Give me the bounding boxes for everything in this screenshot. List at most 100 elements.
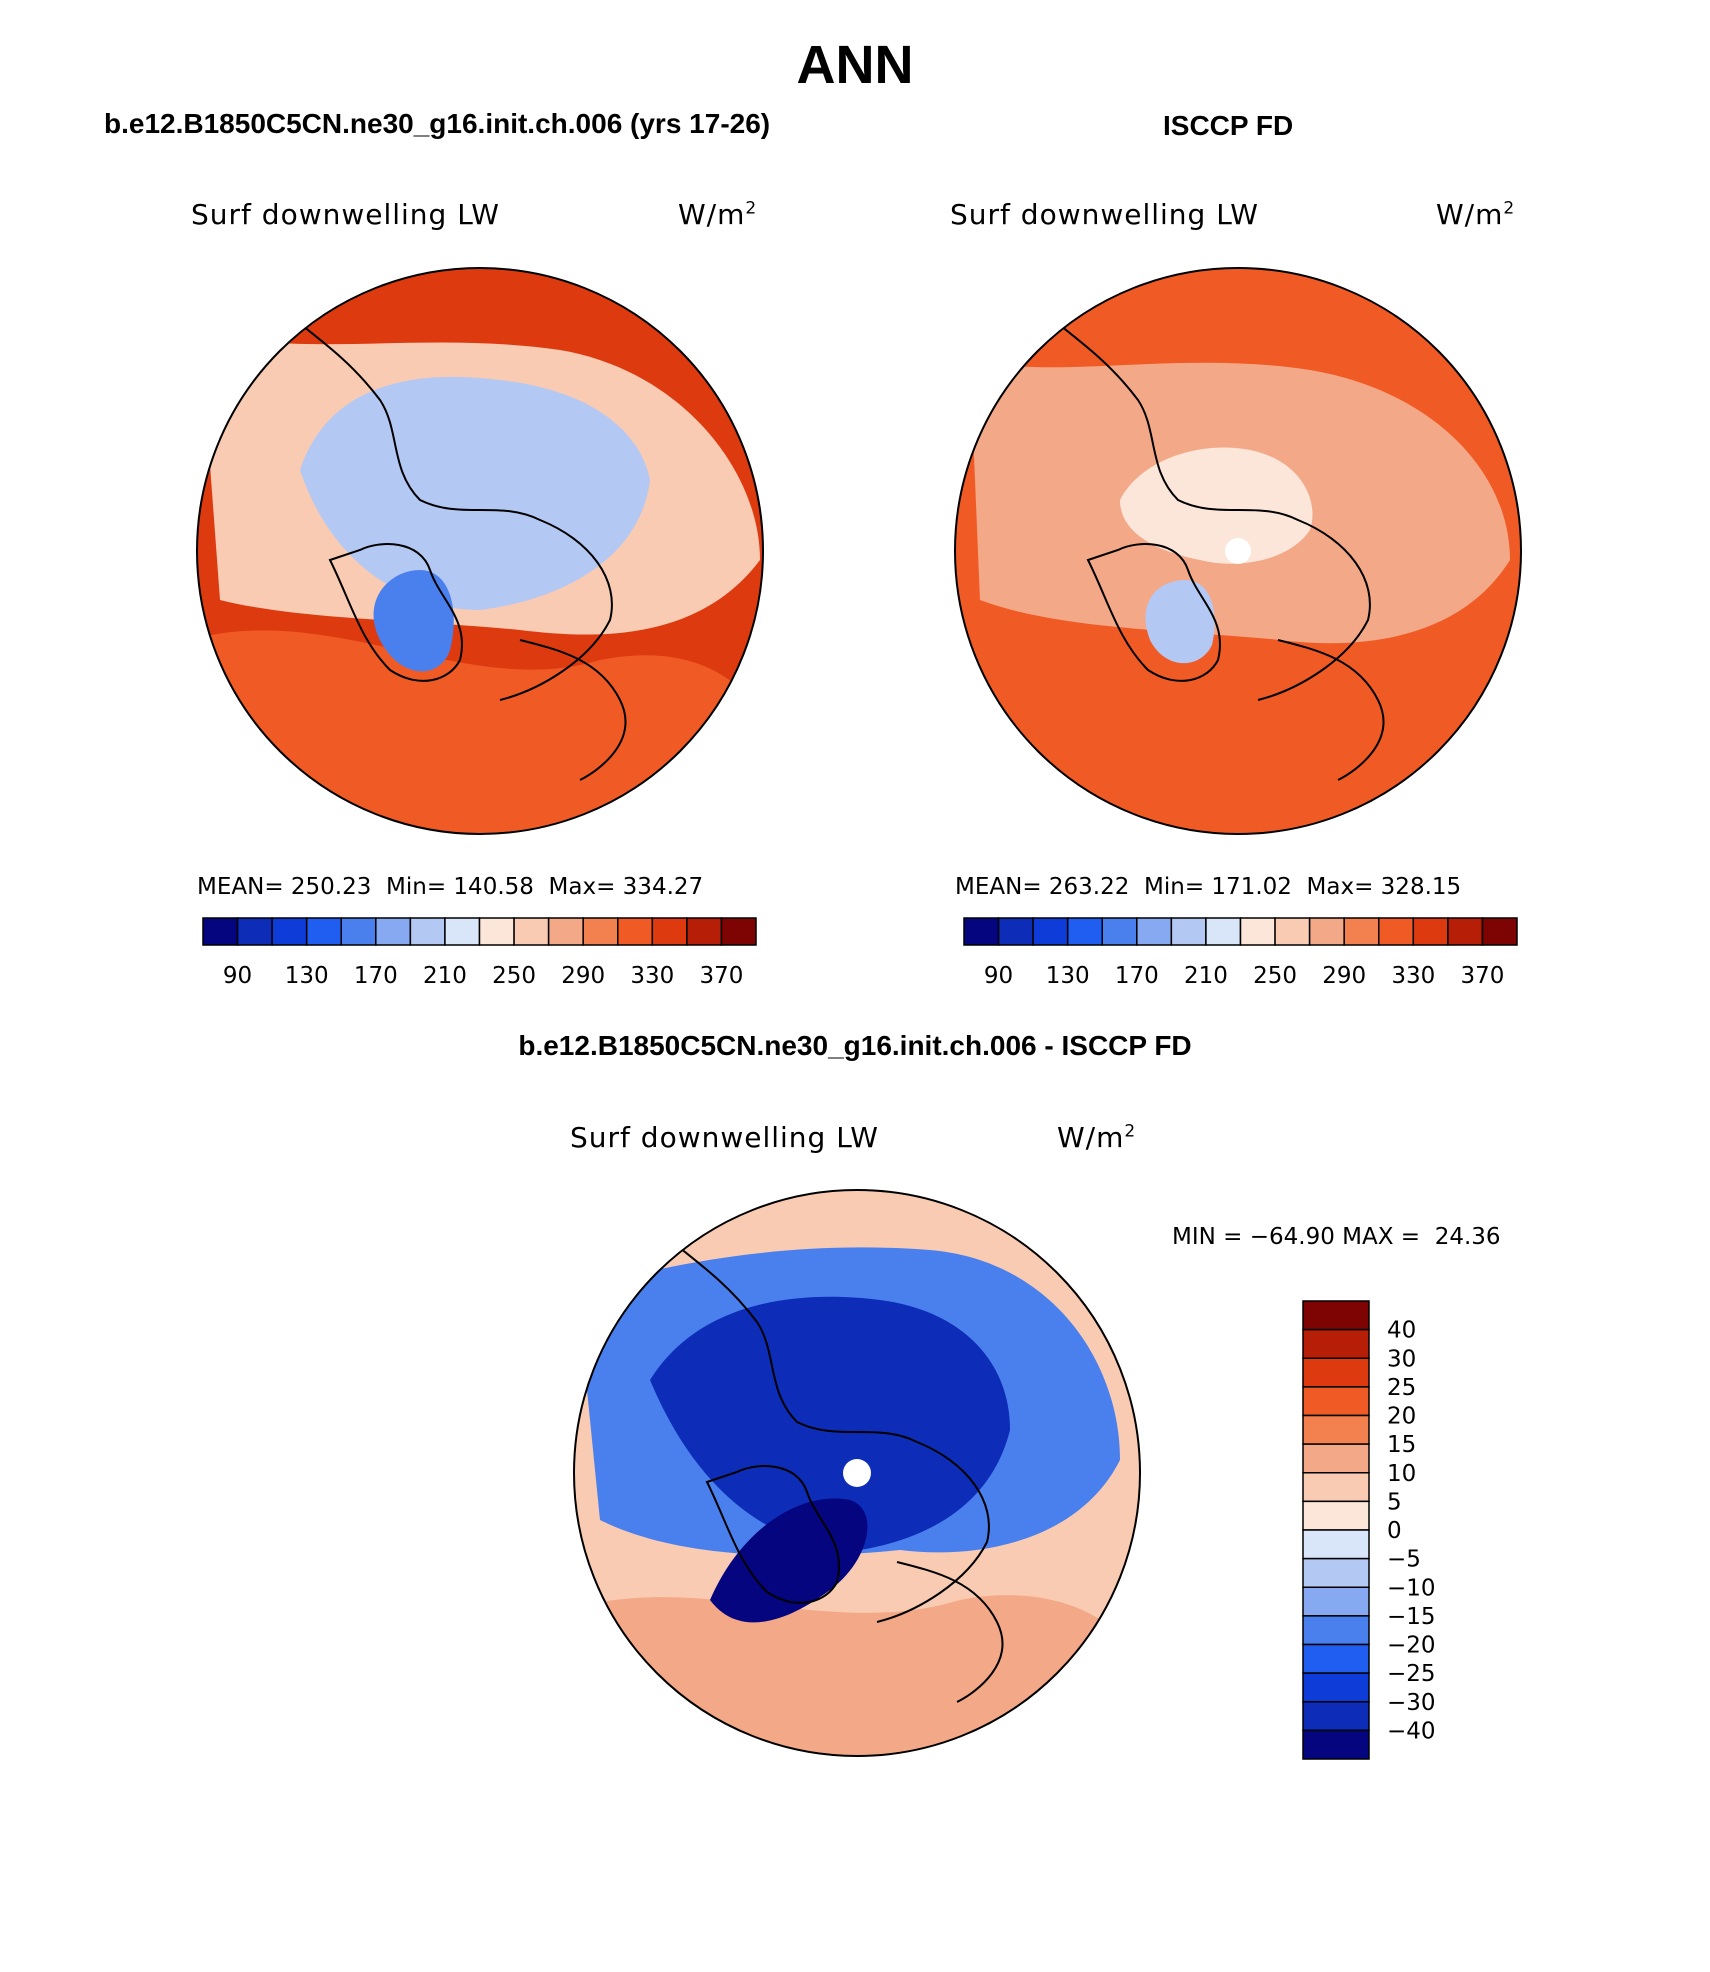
diff-units-exp: 2	[1124, 1121, 1137, 1142]
model-colorbar-tick-label: 210	[423, 963, 467, 989]
diff-colorbar-tick-label: −30	[1387, 1690, 1436, 1716]
obs-colorbar-tick-label: 330	[1391, 963, 1435, 989]
obs-colorbar-bin	[963, 917, 1000, 946]
diff-colorbar-bin	[1302, 1386, 1370, 1417]
model-colorbar-bin	[271, 917, 308, 946]
model-colorbar-bin	[720, 917, 757, 946]
diff-variable-label: Surf downwelling LW	[570, 1121, 879, 1154]
obs-max-value: 328.15	[1380, 874, 1462, 900]
obs-colorbar-tick-label: 170	[1115, 963, 1159, 989]
diff-units-text: W/m	[1057, 1121, 1125, 1154]
obs-colorbar-bin	[1274, 917, 1311, 946]
diff-map-border	[573, 1189, 1141, 1757]
obs-colorbar-bin	[1032, 917, 1069, 946]
model-colorbar-bin	[305, 917, 342, 946]
diff-pole-mask	[843, 1459, 871, 1487]
diff-colorbar-tick-label: 0	[1387, 1518, 1402, 1544]
model-min-label: Min=	[386, 874, 447, 900]
diff-colorbar-tick-label: 40	[1387, 1318, 1416, 1344]
obs-units-text: W/m	[1436, 198, 1504, 231]
obs-colorbar-tick-label: 250	[1253, 963, 1297, 989]
diff-colorbar-tick-label: 25	[1387, 1375, 1416, 1401]
diff-colorbar-bin	[1302, 1643, 1370, 1674]
diff-colorbar-bin	[1302, 1586, 1370, 1617]
diff-colorbar-bin	[1302, 1500, 1370, 1531]
model-colorbar-tick-label: 330	[630, 963, 674, 989]
obs-min-label: Min=	[1144, 874, 1205, 900]
obs-map-border	[954, 267, 1522, 835]
obs-max-label: Max=	[1306, 874, 1374, 900]
diff-colorbar-tick-label: 15	[1387, 1432, 1416, 1458]
obs-mean-label: MEAN=	[955, 874, 1042, 900]
diff-field-north-atlantic	[574, 1595, 1140, 1756]
diff-colorbar-bin	[1302, 1701, 1370, 1732]
model-variable-label: Surf downwelling LW	[191, 198, 500, 231]
obs-colorbar-tick-label: 210	[1184, 963, 1228, 989]
diff-colorbar-bin	[1302, 1615, 1370, 1646]
diff-colorbar-bin	[1302, 1414, 1370, 1445]
diff-colorbar-tick-label: −5	[1387, 1547, 1421, 1573]
obs-field-greenland-core	[1145, 580, 1215, 664]
obs-colorbar-tick-label: 130	[1046, 963, 1090, 989]
obs-colorbar-bin	[1447, 917, 1484, 946]
model-units-text: W/m	[678, 198, 746, 231]
model-map	[197, 268, 763, 834]
diff-colorbar-bin	[1302, 1672, 1370, 1703]
obs-colorbar: 90 130 170 210 250 290 330 370	[963, 917, 1518, 989]
obs-colorbar-bin	[1136, 917, 1173, 946]
diff-colorbar-bin	[1302, 1443, 1370, 1474]
model-colorbar-bin	[409, 917, 446, 946]
obs-colorbar-bin	[1239, 917, 1276, 946]
obs-field-arctic-ocean	[1120, 447, 1313, 564]
model-colorbar-bin	[375, 917, 412, 946]
model-colorbar-tick-label: 250	[492, 963, 536, 989]
page-title: ANN	[796, 35, 914, 95]
obs-mean-value: 263.22	[1048, 874, 1130, 900]
diff-colorbar-bin	[1302, 1729, 1370, 1760]
diff-colorbar-tick-label: 30	[1387, 1346, 1416, 1372]
model-colorbar-bin	[651, 917, 688, 946]
diff-colorbar-tick-label: 10	[1387, 1461, 1416, 1487]
obs-colorbar-bin	[1205, 917, 1242, 946]
obs-min-value: 171.02	[1211, 874, 1292, 900]
diff-colorbar-bin	[1302, 1357, 1370, 1388]
obs-stats: MEAN= 263.22 Min= 171.02 Max= 328.15	[955, 874, 1461, 900]
model-units-exp: 2	[745, 198, 758, 219]
model-units-label: W/m2	[678, 198, 757, 231]
obs-colorbar-tick-label: 370	[1460, 963, 1504, 989]
diff-colorbar-bin	[1302, 1300, 1370, 1331]
model-colorbar-bin	[686, 917, 723, 946]
model-colorbar-bin	[444, 917, 481, 946]
model-colorbar-bin	[582, 917, 619, 946]
obs-coastlines	[1027, 299, 1385, 781]
diff-units-label: W/m2	[1057, 1121, 1136, 1154]
diff-colorbar-tick-label: −20	[1387, 1633, 1436, 1659]
model-colorbar-tick-label: 90	[223, 963, 252, 989]
obs-pole-mask	[1225, 538, 1251, 564]
model-colorbar-tick-label: 290	[561, 963, 605, 989]
obs-panel-title: ISCCP FD	[1163, 110, 1294, 141]
model-colorbar-bin	[202, 917, 239, 946]
obs-variable-label: Surf downwelling LW	[950, 198, 1259, 231]
diff-colorbar-tick-label: −10	[1387, 1575, 1436, 1601]
model-mean-label: MEAN=	[197, 874, 284, 900]
obs-colorbar-bin	[1101, 917, 1138, 946]
model-field-arctic-ocean	[300, 376, 650, 610]
model-field-greenland-core	[373, 570, 454, 672]
model-colorbar-tick-label: 170	[354, 963, 398, 989]
obs-colorbar-bin	[997, 917, 1034, 946]
obs-colorbar-bin	[1308, 917, 1345, 946]
obs-colorbar-bin	[1170, 917, 1207, 946]
model-map-border	[196, 267, 764, 835]
obs-units-exp: 2	[1503, 198, 1516, 219]
model-colorbar-bin	[236, 917, 273, 946]
diff-colorbar-tick-label: −15	[1387, 1604, 1436, 1630]
model-max-value: 334.27	[622, 874, 704, 900]
diff-colorbar-bin	[1302, 1557, 1370, 1588]
diff-colorbar-tick-label: −40	[1387, 1718, 1436, 1744]
diff-map	[574, 1190, 1140, 1756]
obs-colorbar-tick-label: 90	[984, 963, 1013, 989]
model-min-value: 140.58	[453, 874, 534, 900]
